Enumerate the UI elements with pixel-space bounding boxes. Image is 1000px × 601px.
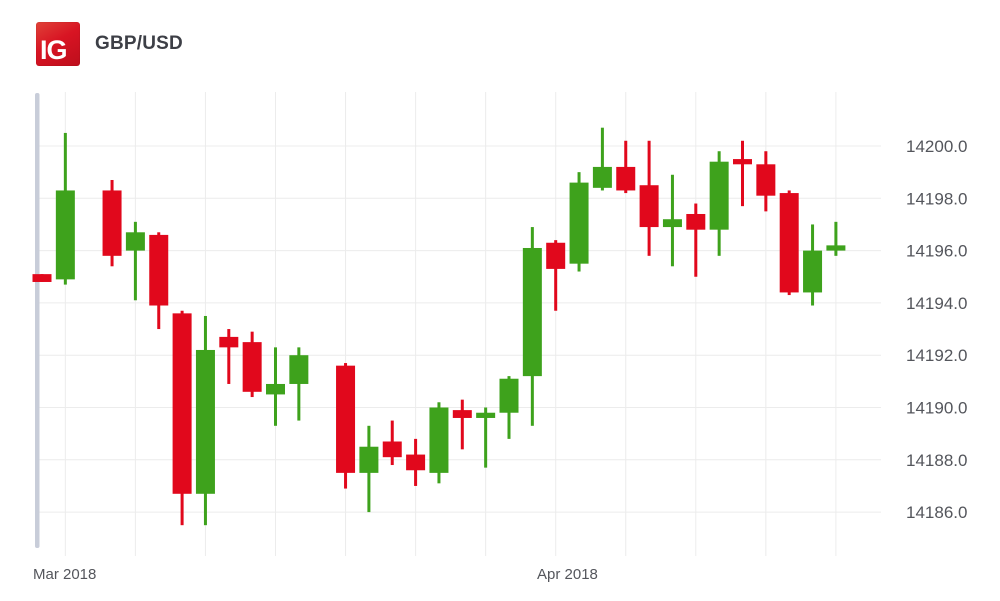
candle-wick: [460, 399, 464, 450]
candle-wick: [133, 221, 137, 301]
candle-body: [289, 355, 309, 384]
candle-body: [499, 378, 519, 413]
candle-13: [359, 425, 379, 513]
candle-body: [756, 164, 776, 196]
candle-body: [476, 412, 496, 418]
candle-body: [32, 274, 52, 282]
candle-body: [522, 247, 542, 377]
candle-body: [55, 190, 75, 280]
candle-10: [266, 347, 285, 426]
chart-scrollbar[interactable]: [35, 93, 40, 548]
y-axis-label: 14198.0: [906, 189, 967, 208]
ig-logo: IG: [36, 22, 80, 66]
candle-body: [242, 342, 262, 392]
candle-3: [102, 179, 122, 267]
candle-body: [639, 185, 659, 228]
candle-body: [125, 232, 145, 251]
candle-body: [616, 166, 636, 191]
header: IG GBP/USD: [36, 22, 183, 66]
candle-32: [803, 224, 823, 306]
candle-11: [289, 347, 309, 421]
candle-wick: [227, 329, 231, 384]
candle-body: [686, 213, 706, 230]
candle-body: [592, 166, 612, 188]
candle-33: [826, 221, 846, 256]
candle-body: [406, 454, 426, 471]
candle-body: [172, 313, 192, 494]
candle-body: [662, 219, 682, 228]
candle-7: [195, 315, 215, 526]
y-axis-label: 14200.0: [906, 137, 967, 156]
candle-25: [639, 140, 659, 256]
candle-body: [569, 182, 589, 264]
candle-6: [172, 310, 192, 526]
candle-wick: [484, 407, 488, 468]
candle-9: [242, 331, 262, 398]
candle-12: [336, 363, 356, 489]
candle-body: [382, 441, 402, 458]
candle-23: [592, 127, 612, 191]
x-axis-label: Apr 2018: [537, 566, 598, 583]
candle-16: [429, 402, 449, 484]
candle-body: [195, 349, 215, 494]
candle-body: [826, 245, 846, 251]
candle-wick: [834, 221, 838, 256]
candle-24: [616, 140, 636, 194]
y-axis-label: 14186.0: [906, 503, 967, 522]
candle-28: [709, 151, 729, 256]
candle-15: [406, 438, 426, 486]
candle-body: [429, 407, 449, 473]
candle-22: [569, 172, 589, 272]
candle-body: [266, 383, 285, 395]
y-axis-label: 14188.0: [906, 451, 967, 470]
candle-29: [733, 140, 752, 207]
candle-wick: [694, 203, 698, 277]
y-axis-label: 14196.0: [906, 242, 967, 261]
candle-body: [102, 190, 122, 256]
candle-body: [336, 365, 356, 473]
candle-1: [32, 274, 52, 282]
x-axis-label: Mar 2018: [33, 566, 96, 583]
candle-8: [219, 329, 239, 384]
candle-26: [662, 174, 682, 267]
candle-14: [382, 420, 402, 466]
ig-logo-text: IG: [40, 34, 67, 65]
candle-27: [686, 203, 706, 277]
candle-wick: [554, 240, 558, 311]
candle-body: [546, 242, 566, 269]
candle-body: [219, 336, 239, 348]
candle-wick: [741, 140, 744, 207]
y-axis-label: 14190.0: [906, 399, 967, 418]
candle-body: [149, 234, 169, 306]
candle-body: [733, 159, 752, 165]
candle-5: [149, 232, 169, 330]
candle-21: [546, 240, 566, 311]
candle-2: [55, 132, 75, 285]
y-axis-label: 14194.0: [906, 294, 967, 313]
candle-body: [803, 250, 823, 293]
candle-body: [779, 193, 799, 293]
candle-wick: [600, 127, 604, 191]
candle-4: [125, 221, 145, 301]
instrument-title: GBP/USD: [95, 33, 183, 54]
candle-18: [476, 407, 496, 468]
candle-19: [499, 376, 519, 439]
candle-body: [359, 446, 379, 473]
y-axis-label: 14192.0: [906, 346, 967, 365]
candle-30: [756, 151, 776, 212]
candle-body: [452, 410, 472, 418]
candle-20: [522, 227, 542, 426]
candle-31: [779, 190, 799, 296]
candle-body: [709, 161, 729, 230]
candle-17: [452, 399, 472, 450]
